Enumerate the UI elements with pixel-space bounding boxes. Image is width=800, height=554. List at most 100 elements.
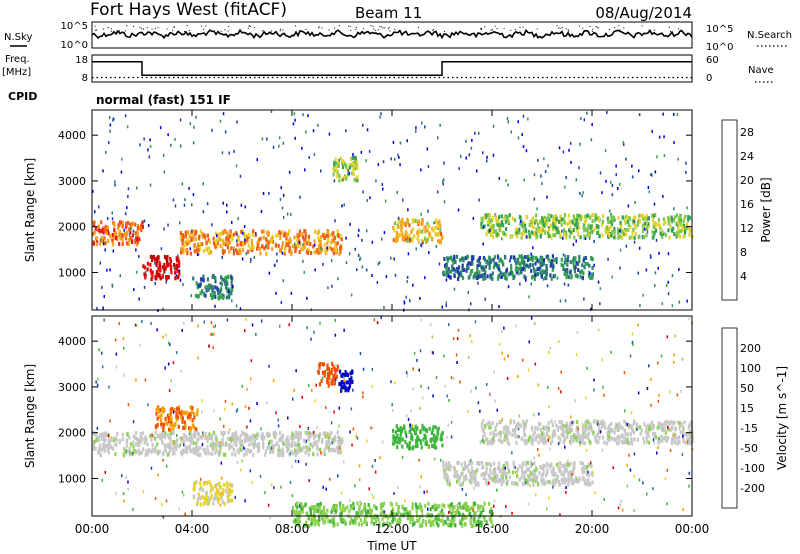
noise-cell (360, 150, 363, 154)
scatter-cell (483, 424, 487, 429)
scatter-cell (505, 276, 508, 281)
scatter-cell (377, 517, 380, 522)
scatter-cell (241, 229, 244, 234)
scatter-cell (421, 522, 424, 526)
scatter-cell (540, 432, 544, 437)
scatter-cell (565, 421, 568, 426)
scatter-cell (533, 430, 537, 435)
noise-search-point (334, 27, 336, 29)
scatter-cell (493, 261, 496, 266)
y-tick-label: 2000 (58, 221, 86, 234)
noise-search-point (556, 25, 558, 27)
scatter-cell (484, 269, 487, 274)
noise-cell (280, 186, 282, 190)
scatter-cell (302, 505, 305, 510)
scatter-cell (530, 477, 533, 482)
scatter-cell (352, 519, 355, 524)
scatter-cell (478, 522, 481, 527)
scatter-cell (225, 442, 228, 447)
scatter-cell (243, 233, 246, 238)
noise-cell (275, 291, 277, 295)
scatter-cell (582, 476, 585, 481)
scatter-cell (233, 435, 236, 440)
scatter-cell (486, 229, 489, 234)
scatter-cell (610, 421, 613, 426)
scatter-cell (491, 225, 494, 230)
scatter-cell (622, 440, 625, 445)
scatter-cell (491, 523, 494, 528)
scatter-cell (569, 441, 573, 446)
scatter-cell (643, 440, 646, 445)
scatter-cell (379, 505, 382, 510)
scatter-cell (569, 429, 572, 434)
scatter-cell (332, 172, 335, 177)
scatter-cell (572, 228, 575, 232)
noise-cell (290, 212, 292, 216)
scatter-cell (301, 235, 305, 240)
scatter-cell (296, 434, 299, 439)
scatter-cell (411, 515, 414, 520)
noise-cell (320, 247, 322, 251)
noise-cell (409, 238, 411, 242)
noise-cell (685, 161, 687, 165)
scatter-cell (398, 233, 401, 238)
scatter-cell (203, 448, 206, 453)
scatter-cell (264, 452, 267, 457)
noise-cell (599, 302, 601, 306)
scatter-cell (351, 379, 354, 384)
scatter-cell (433, 433, 436, 438)
scatter-cell (437, 523, 440, 528)
noise-cell (575, 239, 577, 243)
scatter-cell (167, 416, 170, 420)
scatter-cell (206, 449, 209, 454)
scatter-cell (461, 523, 464, 528)
scatter-cell (588, 263, 591, 268)
scatter-cell (244, 447, 247, 452)
scatter-cell (159, 265, 162, 270)
scatter-cell (221, 230, 224, 235)
scatter-cell (446, 266, 449, 271)
scatter-cell (304, 233, 307, 238)
noise-search-point (427, 30, 428, 32)
noise-cell (590, 138, 593, 142)
scatter-cell (482, 265, 485, 270)
scatter-cell (467, 508, 470, 513)
scatter-cell (368, 507, 372, 512)
noise-cell (636, 428, 638, 431)
scatter-cell (483, 517, 486, 522)
scatter-cell (382, 523, 385, 528)
scatter-cell (416, 231, 419, 235)
scatter-cell (282, 452, 285, 457)
scatter-cell (288, 237, 292, 242)
scatter-cell (576, 431, 579, 436)
noise-cell (124, 212, 127, 216)
noise-cell (678, 300, 681, 304)
scatter-cell (483, 476, 486, 481)
noise-cell (295, 369, 297, 373)
noise-cell (575, 178, 578, 182)
scatter-cell (514, 257, 517, 262)
noise-search-point (654, 29, 656, 31)
scatter-cell (231, 452, 234, 457)
scatter-cell (113, 221, 116, 226)
scatter-cell (552, 224, 555, 229)
scatter-cell (251, 233, 254, 237)
scatter-cell (215, 442, 218, 446)
scatter-cell (262, 229, 265, 234)
scatter-cell (502, 464, 505, 468)
scatter-cell (252, 445, 255, 450)
scatter-cell (505, 475, 508, 480)
noise-cell (419, 349, 422, 353)
noise-cell (362, 123, 364, 127)
scatter-cell (529, 463, 533, 468)
scatter-cell (636, 220, 639, 225)
scatter-cell (339, 506, 342, 511)
scatter-cell (663, 428, 667, 433)
scatter-cell (280, 450, 283, 455)
scatter-cell (691, 435, 694, 440)
scatter-cell (485, 478, 488, 483)
scatter-cell (165, 276, 168, 281)
scatter-cell (544, 440, 547, 445)
noise-cell (190, 294, 192, 298)
scatter-cell (124, 233, 127, 238)
